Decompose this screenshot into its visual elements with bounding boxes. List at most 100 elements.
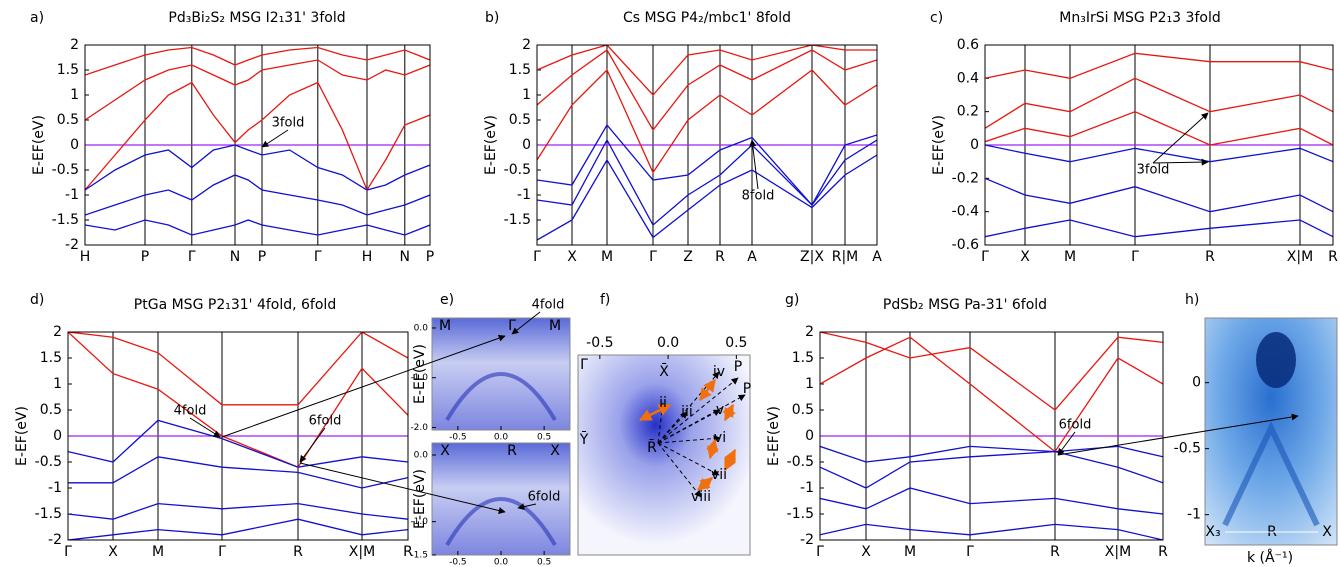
plot-frame	[84, 44, 431, 246]
x-tick-label: R	[1158, 544, 1168, 560]
x-tick-label: -0.5	[449, 558, 467, 567]
point-label: X	[550, 443, 560, 459]
x-tick-label: P	[426, 249, 434, 265]
band	[537, 154, 877, 241]
connector-arrow	[1057, 413, 1299, 456]
x-tick-label: X|M	[1105, 544, 1131, 560]
band-panel: b) Cs MSG P4₂/mbc1' 8fold E-EF(eV) -1.5 -1 -0…	[483, 10, 882, 265]
band	[820, 445, 1163, 463]
plot-frame	[67, 331, 409, 541]
x-tick-label: Γ	[649, 249, 657, 265]
panel-label: a)	[30, 10, 44, 26]
band	[537, 49, 877, 132]
x-tick-label: 0.5	[725, 335, 747, 351]
y-tick-label: 0.4	[957, 70, 979, 86]
x-tick-label: P	[258, 249, 266, 265]
annotation: 6fold	[528, 490, 561, 505]
x-tick-label: 0.0	[657, 335, 679, 351]
dispersion	[445, 372, 557, 422]
y-tick-label: 1	[70, 87, 79, 103]
chart-title: PtGa MSG P2₁31' 4fold, 6fold	[134, 297, 336, 313]
x-tick-label: A	[872, 249, 882, 265]
plot-frame	[536, 44, 878, 246]
band	[68, 419, 408, 468]
x-tick-label: R	[1205, 249, 1215, 265]
band	[68, 518, 408, 540]
panel-label: d)	[30, 292, 44, 308]
connector-arrow	[221, 334, 506, 438]
y-tick-label: 0	[970, 137, 979, 153]
image-panel: e) E-EF(eV) E-EF(eV) -0.5 0.0 0.5 0.0 -1.0 -2.0 M…	[410, 292, 571, 567]
x-tick-label: Γ	[981, 249, 989, 265]
x-tick-label: N	[230, 249, 240, 265]
band	[820, 523, 1163, 540]
annotation-arrow	[1152, 158, 1209, 166]
band	[68, 456, 408, 489]
band	[68, 332, 408, 406]
annotation-arrow	[511, 311, 541, 335]
band-panel: d) PtGa MSG P2₁31' 4fold, 6fold E-EF(eV) -2…	[14, 292, 413, 560]
band	[537, 68, 877, 174]
annotation: 3fold	[1137, 163, 1170, 178]
annotation-arrow	[189, 417, 221, 438]
y-tick-label: 0	[70, 137, 79, 153]
y-tick-label: 0	[522, 137, 531, 153]
panel-label: h)	[1185, 292, 1199, 308]
x-tick-label: 0.5	[537, 558, 551, 567]
point-label: X̄	[659, 362, 669, 380]
x-tick-label: Γ	[966, 544, 974, 560]
y-tick-label: 0.2	[957, 104, 979, 120]
x-tick-label: X|M	[349, 544, 375, 560]
spin-arrow	[638, 403, 672, 422]
point-label: X₃	[1205, 524, 1220, 540]
annotation-arrow	[1152, 112, 1209, 164]
x-tick-label: 0.0	[494, 558, 509, 567]
band	[537, 123, 877, 207]
band-panel: a) Pd₃Bi₂S₂ MSG I2₁31' 3fold E-EF(eV) -2 -1.…	[30, 10, 434, 265]
y-tick-label: 1	[805, 376, 814, 392]
y-axis-label: E-EF(eV)	[483, 115, 499, 175]
band	[85, 46, 430, 76]
point-label: M	[439, 318, 451, 334]
band	[85, 81, 430, 192]
x-tick-label: Γ	[64, 544, 72, 560]
y-tick-label: -1	[800, 480, 814, 496]
x-tick-label: Z|X	[800, 249, 824, 265]
chart-title: Pd₃Bi₂S₂ MSG I2₁31' 3fold	[168, 10, 345, 26]
y-tick-label: -0.5	[787, 454, 814, 470]
band	[985, 219, 1333, 238]
y-tick-label: -0.5	[1174, 441, 1201, 457]
x-tick-label: 0.5	[537, 433, 551, 443]
y-tick-label: 1	[53, 376, 62, 392]
spin-arrow	[699, 379, 716, 401]
point-label: iii	[681, 404, 693, 420]
x-tick-label: N	[400, 249, 410, 265]
spin-arrow	[723, 448, 737, 472]
chart-title: Mn₃IrSi MSG P2₁3 3fold	[1059, 10, 1220, 26]
x-tick-label: M	[1064, 249, 1076, 265]
panel-label: g)	[785, 292, 799, 308]
x-tick-label: Γ	[1131, 249, 1139, 265]
plot-frame	[819, 331, 1164, 541]
image-panel: h)0-0.5-1X₃ R Xk (Å⁻¹)	[1174, 292, 1338, 566]
y-tick-label: -1	[1187, 507, 1201, 523]
x-tick-label: X	[567, 249, 577, 265]
panel-label: c)	[930, 10, 943, 26]
x-tick-label: Γ	[218, 544, 226, 560]
x-tick-label: -0.5	[586, 335, 613, 351]
x-tick-label: H	[80, 249, 91, 265]
band-panel: g) PdSb₂ MSG Pa-31' 6fold E-EF(eV) -2 -1.5 -1…	[766, 292, 1168, 560]
y-tick-label: 0.5	[792, 402, 814, 418]
annotation-arrow	[261, 129, 289, 148]
point-label: ii	[659, 395, 667, 411]
annotation: 3fold	[272, 116, 305, 131]
x-axis-label: k (Å⁻¹)	[1247, 549, 1293, 566]
dispersion	[1222, 420, 1320, 527]
x-tick-label: R	[1050, 544, 1060, 560]
y-tick-label: 2	[53, 324, 62, 340]
annotation: 4fold	[174, 404, 207, 419]
y-axis-label: E-EF(eV)	[766, 406, 782, 466]
y-tick-label: -2	[800, 532, 814, 548]
dispersion	[445, 497, 557, 547]
